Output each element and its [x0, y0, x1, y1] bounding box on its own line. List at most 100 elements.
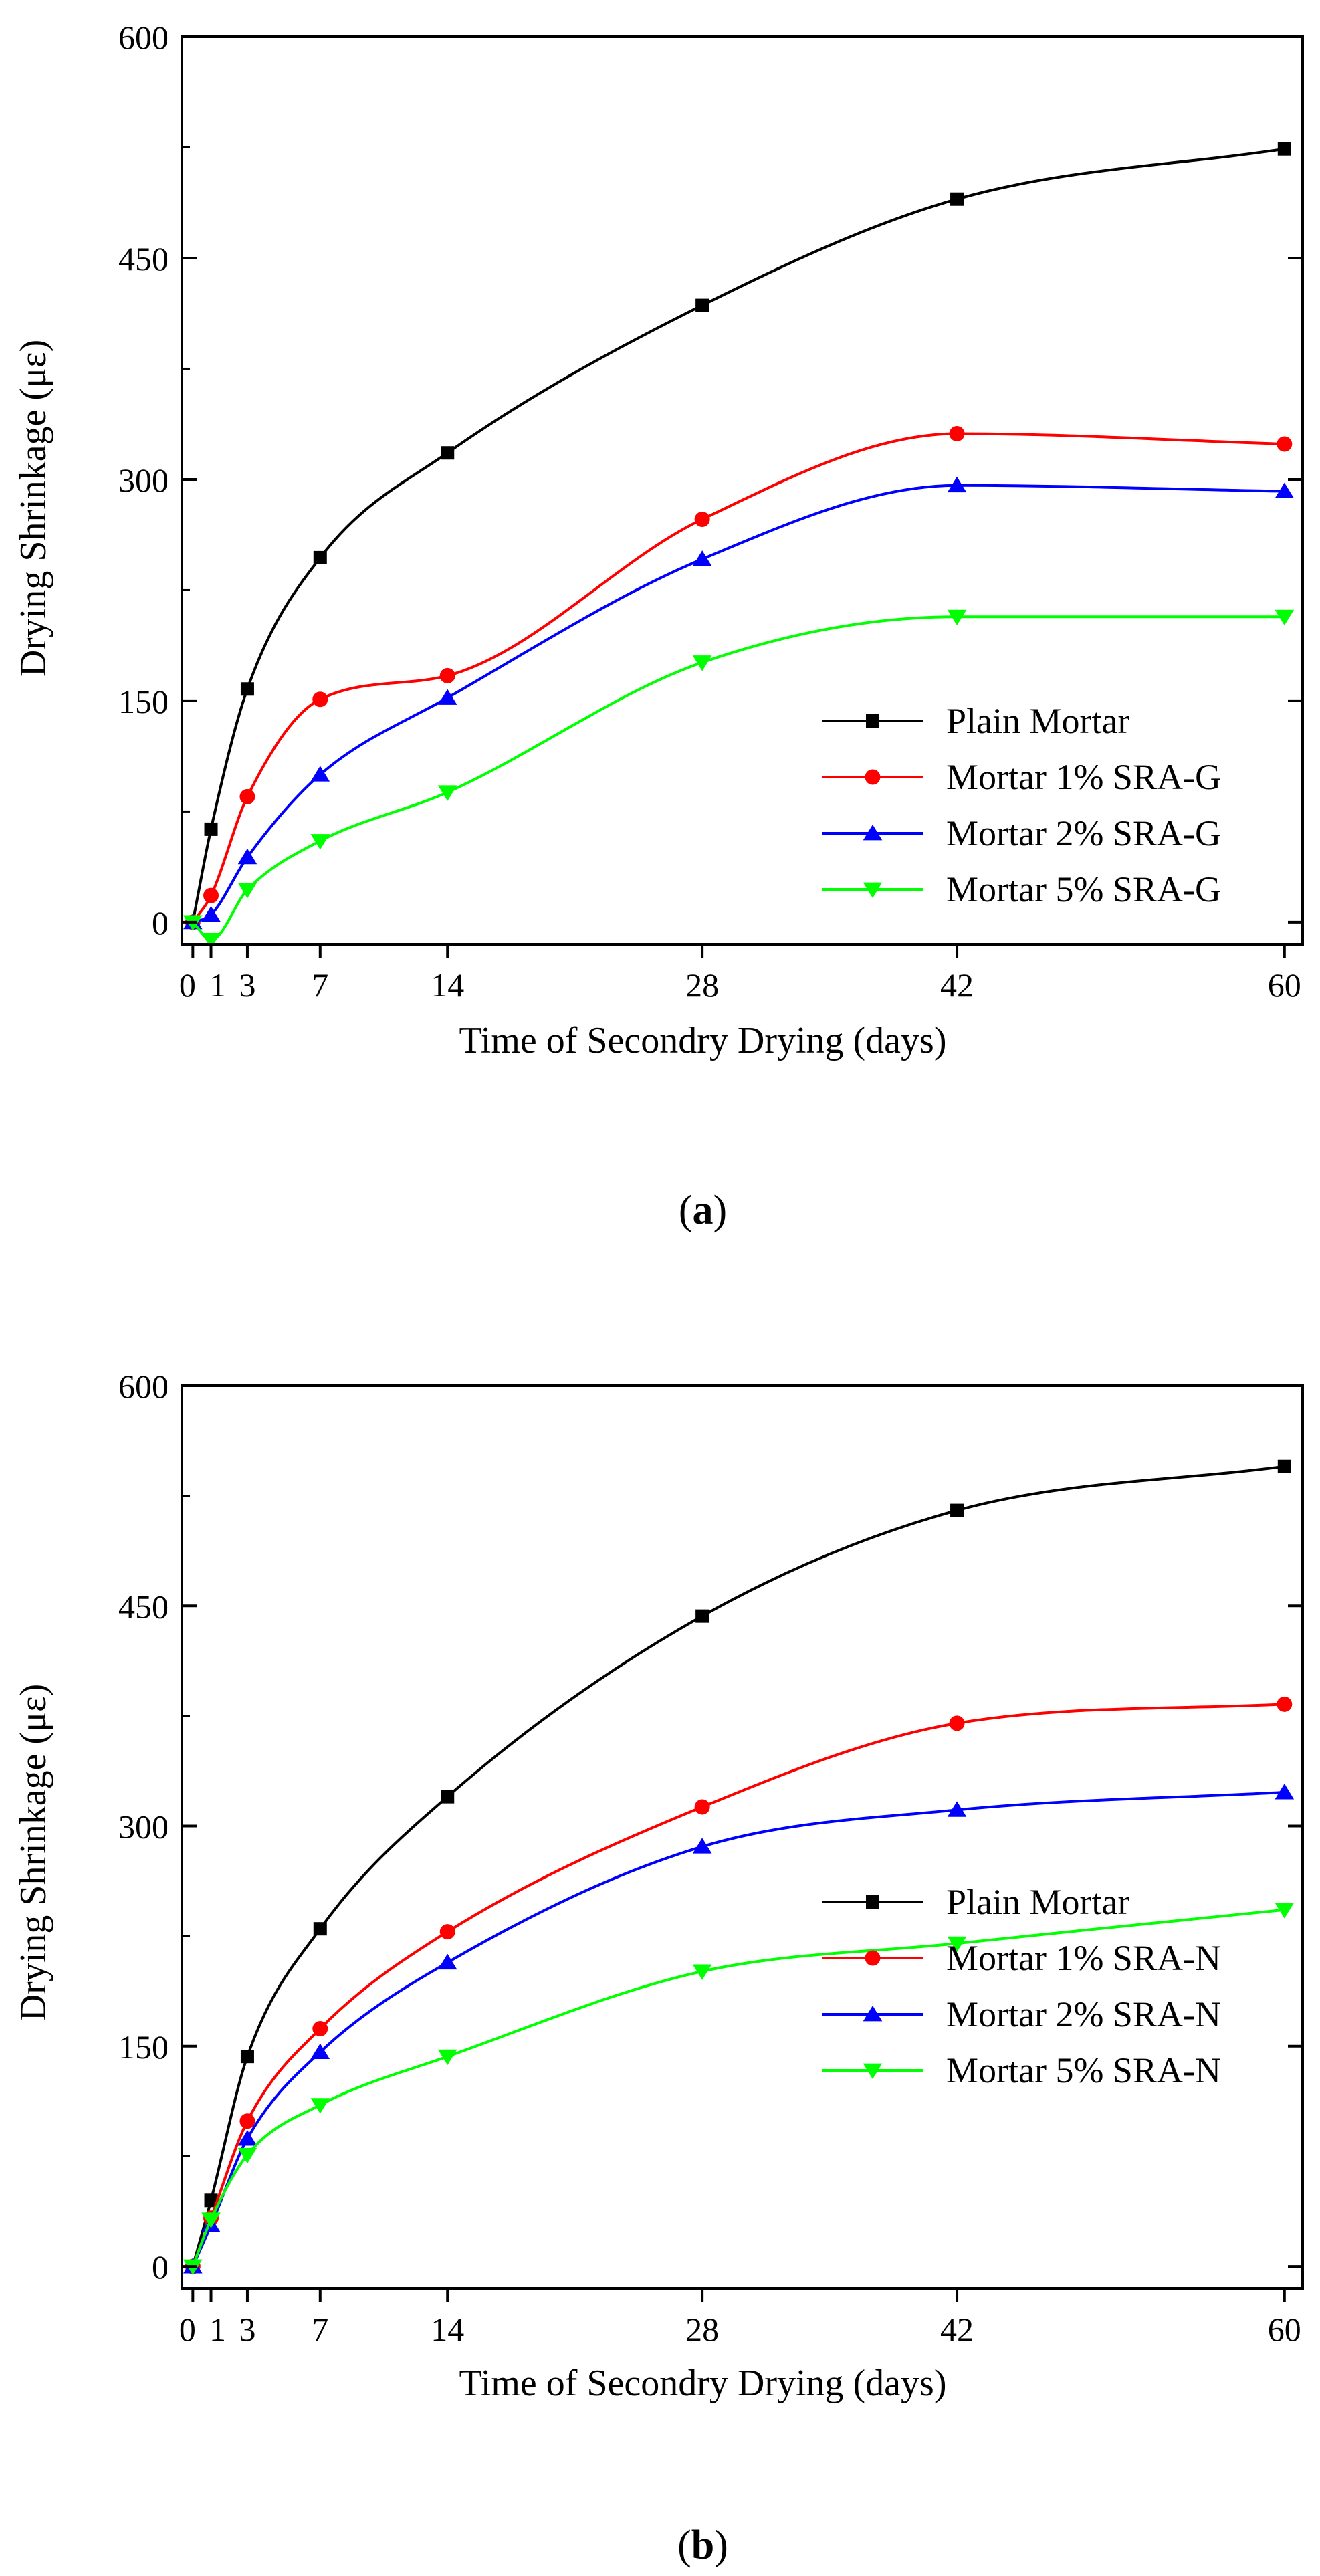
- data-point-b-1-3: [240, 2050, 254, 2064]
- x-tick-label-b-60: 60: [1268, 2311, 1301, 2348]
- data-point-a-3-2: [201, 905, 221, 922]
- y-tick-label-b-600: 600: [118, 1368, 169, 1405]
- legend-marker-a-3: [863, 825, 883, 841]
- legend-marker-a-1: [866, 714, 879, 728]
- x-tick-label-b-7: 7: [312, 2311, 328, 2348]
- y-tick-label-a-150: 150: [118, 683, 169, 720]
- y-tick-label-a-450: 450: [118, 240, 169, 278]
- panel-label-a-letter: a: [693, 1188, 713, 1233]
- axes-frame-b: [181, 1384, 1304, 2290]
- data-point-b-1-6: [695, 1609, 709, 1623]
- data-point-b-4-8: [1275, 1903, 1295, 1919]
- legend-b: Plain Mortar Mortar 1% SRA-N Mortar 2% SRA…: [822, 1882, 1221, 2090]
- series-line-a-1: [191, 147, 1285, 923]
- panel-label-b-letter: b: [691, 2523, 714, 2568]
- data-point-b-3-3: [237, 2130, 257, 2146]
- legend-label-a-1: Plain Mortar: [946, 701, 1129, 741]
- panel-label-b-open: (: [677, 2523, 691, 2568]
- series-line-b-3: [191, 1791, 1285, 2267]
- legend-marker-b-1: [866, 1895, 879, 1909]
- data-point-a-4-3: [237, 882, 257, 899]
- series-line-a-4: [191, 615, 1285, 942]
- data-point-b-3-7: [947, 1801, 967, 1817]
- data-point-a-2-3: [239, 788, 255, 804]
- data-point-b-3-5: [437, 1953, 457, 1970]
- x-tick-label-a-0: 0: [179, 966, 196, 1004]
- series-line-b-4: [191, 1908, 1285, 2267]
- x-tick-label-b-1: 1: [209, 2311, 226, 2348]
- data-point-b-2-7: [949, 1715, 965, 1731]
- data-point-a-3-8: [1275, 482, 1295, 499]
- data-point-a-2-6: [694, 512, 710, 528]
- y-tick-label-a-600: 600: [118, 19, 169, 56]
- data-point-a-4-6: [692, 655, 712, 671]
- data-point-a-2-7: [949, 426, 965, 442]
- series-line-a-2: [191, 432, 1285, 924]
- x-axis-label-b: Time of Secondry Drying (days): [459, 2363, 947, 2404]
- data-point-b-1-5: [441, 1790, 455, 1804]
- data-point-b-4-4: [310, 2098, 330, 2114]
- data-point-a-3-5: [437, 689, 457, 705]
- data-point-b-1-8: [1277, 1459, 1291, 1473]
- legend-label-b-4: Mortar 5% SRA-N: [946, 2050, 1221, 2090]
- data-point-a-2-2: [203, 887, 219, 903]
- x-tick-label-b-28: 28: [685, 2311, 719, 2348]
- x-tick-label-a-3: 3: [239, 966, 255, 1004]
- x-tick-label-a-1: 1: [209, 966, 226, 1004]
- y-axis-label-a: Drying Shrinkage (με): [13, 340, 54, 677]
- x-tick-label-b-14: 14: [431, 2311, 464, 2348]
- x-tick-label-b-0: 0: [179, 2311, 196, 2348]
- data-point-a-4-4: [310, 834, 330, 850]
- legend-a: Plain Mortar Mortar 1% SRA-G Mortar 2% SRA…: [822, 701, 1221, 909]
- y-axis-label-b: Drying Shrinkage (με): [13, 1684, 54, 2022]
- y-tick-label-b-0: 0: [152, 2248, 169, 2286]
- data-point-b-4-6: [692, 1964, 712, 1980]
- legend-label-a-2: Mortar 1% SRA-G: [946, 757, 1221, 797]
- legend-label-b-1: Plain Mortar: [946, 1882, 1129, 1922]
- data-point-a-1-2: [204, 822, 218, 836]
- data-point-b-1-4: [313, 1922, 327, 1936]
- data-point-b-4-5: [437, 2049, 457, 2066]
- data-point-b-2-4: [312, 2020, 328, 2036]
- data-point-b-2-3: [239, 2113, 255, 2129]
- data-point-b-1-2: [204, 2193, 218, 2208]
- data-point-a-1-8: [1277, 142, 1291, 156]
- axes-frame-a: [181, 35, 1304, 946]
- data-point-a-3-3: [237, 848, 257, 865]
- data-point-b-2-6: [694, 1799, 710, 1815]
- x-tick-label-a-7: 7: [312, 966, 328, 1004]
- legend-marker-b-3: [863, 2006, 883, 2022]
- data-point-a-1-7: [950, 192, 964, 206]
- data-point-a-4-7: [947, 609, 967, 626]
- series-line-b-2: [191, 1703, 1285, 2267]
- data-point-a-4-5: [437, 785, 457, 801]
- data-point-b-4-3: [237, 2147, 257, 2164]
- data-point-b-2-5: [439, 1924, 455, 1940]
- x-tick-label-a-60: 60: [1268, 966, 1301, 1004]
- series-line-b-1: [191, 1465, 1285, 2267]
- data-point-a-2-8: [1277, 436, 1293, 452]
- legend-marker-b-4: [863, 2063, 883, 2079]
- data-point-a-4-2: [201, 932, 221, 949]
- data-point-a-2-5: [439, 667, 455, 683]
- legend-marker-a-4: [863, 882, 883, 898]
- legend-label-b-3: Mortar 2% SRA-N: [946, 1994, 1221, 2034]
- data-point-b-2-8: [1277, 1696, 1293, 1712]
- data-point-a-1-3: [240, 682, 254, 696]
- panel-label-a: (a): [679, 1188, 727, 1233]
- x-axis-label-a: Time of Secondry Drying (days): [459, 1020, 947, 1061]
- x-tick-label-a-28: 28: [685, 966, 719, 1004]
- panel-label-b-close: ): [714, 2523, 728, 2568]
- data-point-a-3-7: [947, 476, 967, 493]
- data-point-b-3-4: [310, 2043, 330, 2059]
- panel-label-b: (b): [677, 2523, 728, 2568]
- data-point-a-3-4: [310, 766, 330, 782]
- data-point-a-2-4: [312, 691, 328, 708]
- data-point-a-1-4: [313, 550, 327, 564]
- legend-marker-b-2: [865, 1950, 881, 1966]
